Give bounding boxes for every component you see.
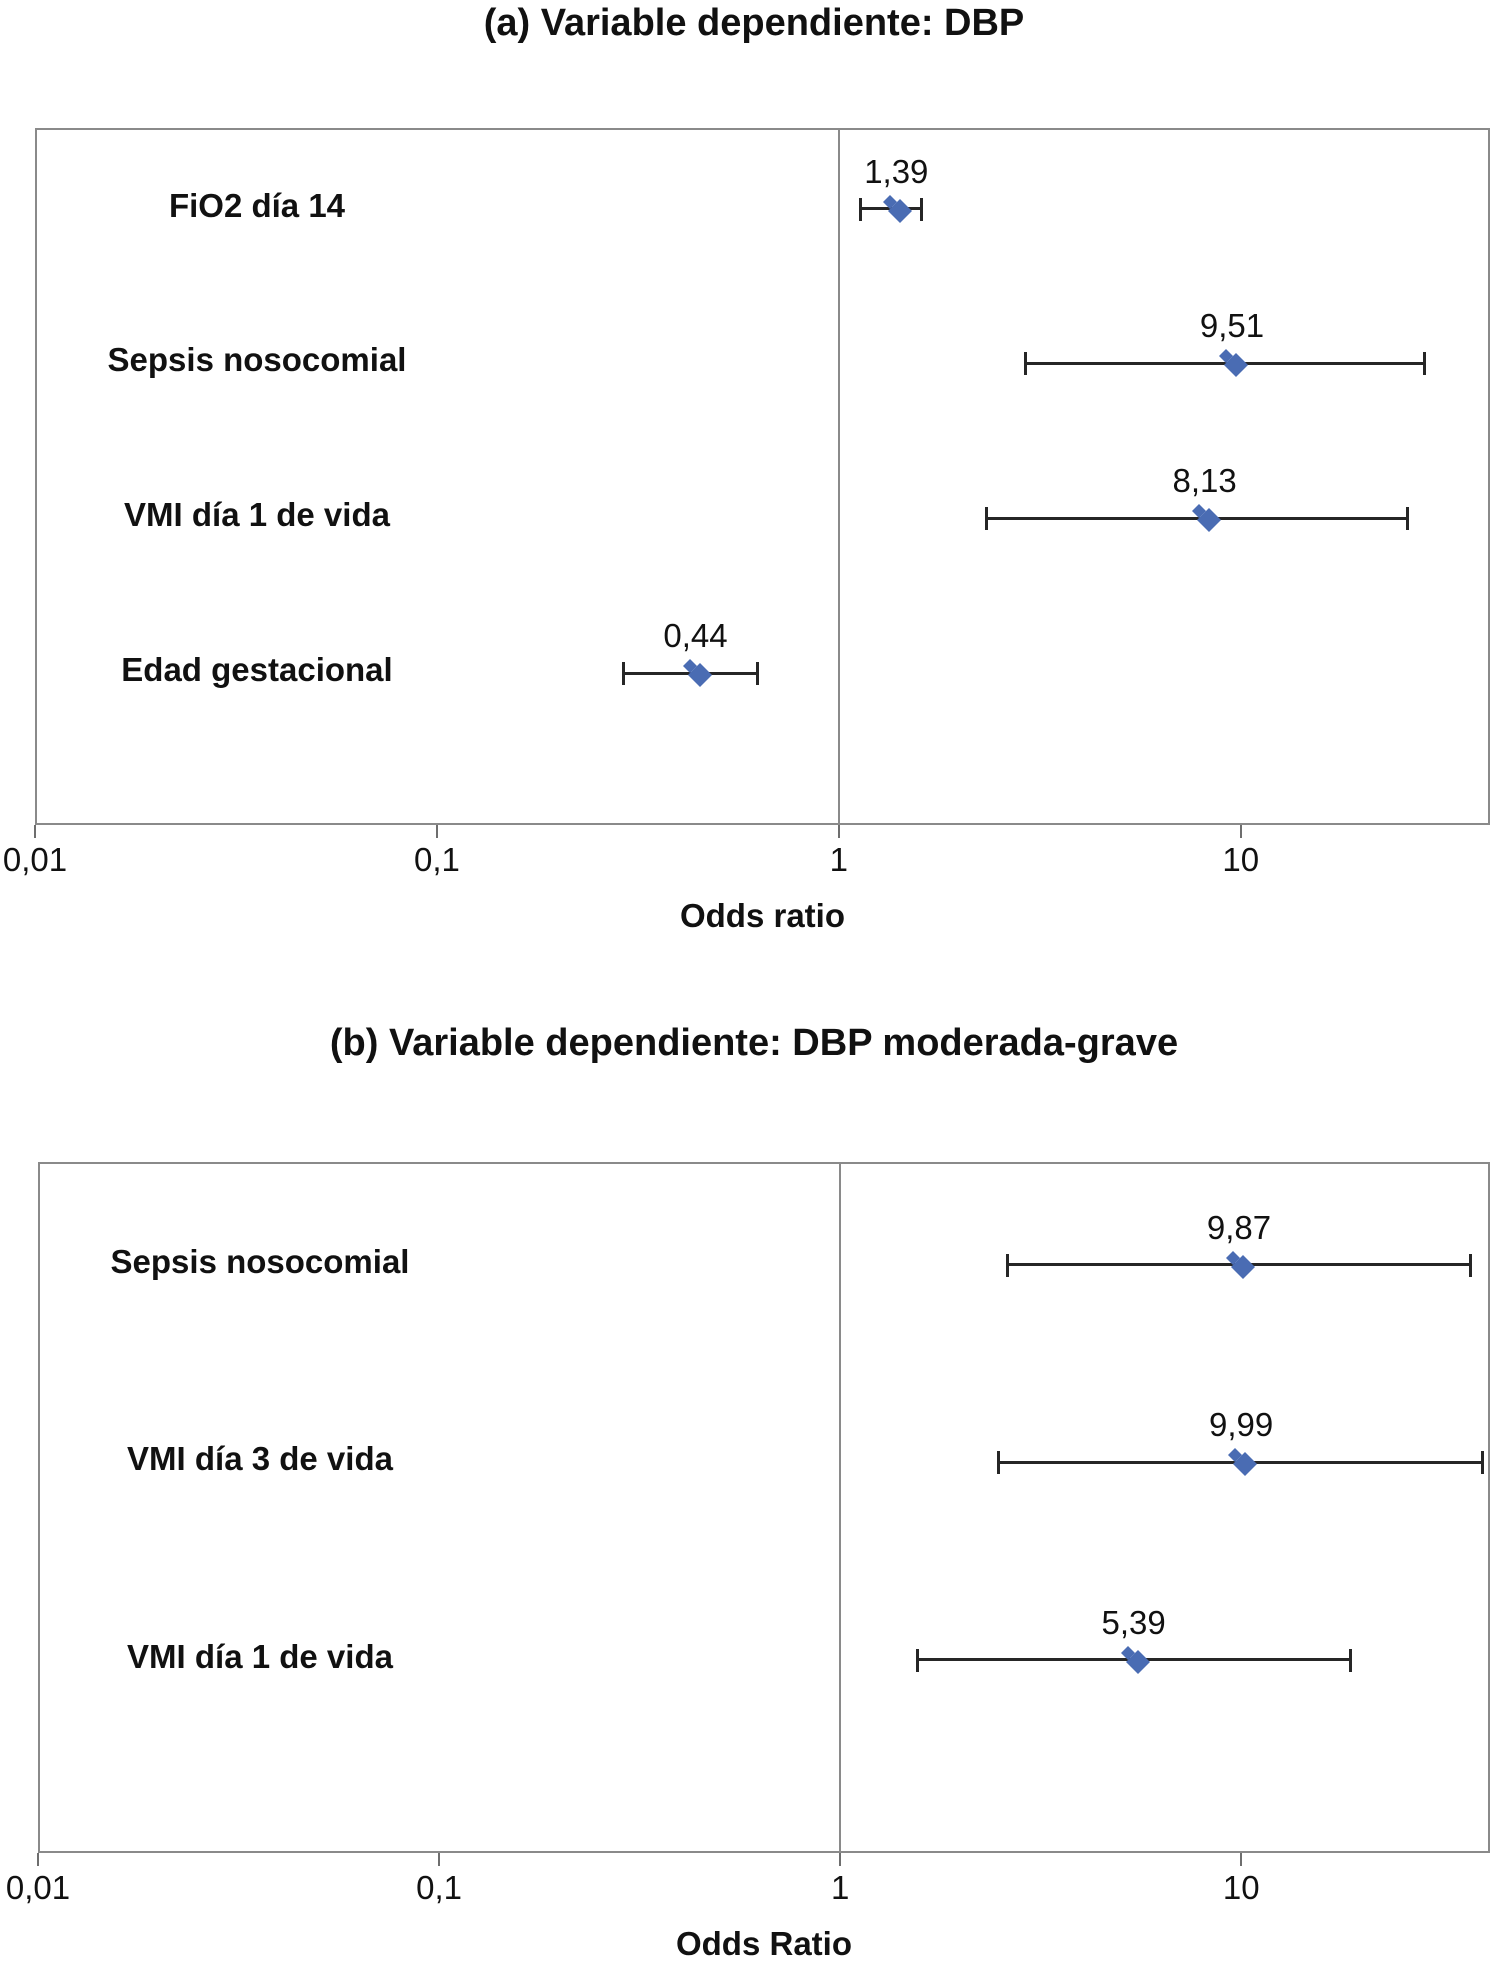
or-marker-diamond [879,192,913,226]
or-value-label: 0,44 [663,617,728,655]
x-axis-tick-label: 0,01 [5,1869,71,1906]
ci-cap-low [985,507,989,531]
or-value-label: 9,51 [1199,307,1265,345]
or-value-label: 1,39 [864,152,929,190]
row-label: Sepsis nosocomial [107,341,407,379]
x-axis-tick-label: 1 [830,1869,850,1906]
ci-cap-high [1480,1451,1484,1475]
x-axis-tick-label: 0,1 [413,841,460,878]
or-marker-diamond [1117,1643,1151,1677]
row-label: Edad gestacional [121,651,393,689]
ci-cap-high [756,662,760,686]
x-axis-tick-label: 10 [1222,1869,1260,1906]
x-axis-tick [837,825,840,838]
panel-b-title: (b) Variable dependiente: DBP moderada-g… [329,1022,1179,1064]
or-marker-diamond [1188,501,1222,535]
or-value-label: 9,87 [1206,1208,1272,1246]
or-value-label: 8,13 [1172,462,1237,500]
x-axis-tick [34,825,36,838]
ci-cap-high [1349,1648,1353,1672]
x-axis-tick-label: 1 [829,841,848,878]
ci-cap-high [919,197,923,221]
x-axis-tick [839,1853,842,1866]
ci-cap-high [1406,507,1410,531]
panel-a-plot: Odds ratio 0,01 0,1 1 10 FiO2 día 14 1,39 Seps… [3,128,1490,934]
or-marker-diamond [679,656,713,690]
ci-cap-low [859,197,863,221]
x-axis-tick [37,1853,39,1866]
row-label: VMI día 3 de vida [127,1440,393,1478]
ci-cap-low [1023,352,1027,376]
reference-line-or-1 [839,1162,842,1853]
ci-bar [986,516,1409,520]
reference-line-or-1 [837,128,840,825]
or-marker-diamond [1222,1248,1256,1282]
row-label: FiO2 día 14 [168,186,346,224]
panel-b-x-axis-title: Odds Ratio [675,1925,852,1962]
ci-cap-high [1469,1253,1473,1277]
or-value-label: 5,39 [1101,1603,1166,1641]
x-axis-tick [438,1853,441,1866]
ci-cap-low [915,1648,919,1672]
panel-a-title: (a) Variable dependiente: DBP [483,2,1025,44]
x-axis-tick [1240,1853,1243,1866]
x-axis-tick [1239,825,1242,838]
x-axis-tick-label: 10 [1222,841,1260,878]
panel-a-plot-border [35,128,1490,825]
row-label: VMI día 1 de vida [127,1637,393,1675]
ci-cap-low [1005,1253,1009,1277]
or-value-label: 9,99 [1208,1406,1274,1444]
panel-b-plot-border [38,1162,1490,1853]
row-label: Sepsis nosocomial [110,1242,410,1280]
ci-bar [1024,361,1426,365]
ci-cap-high [1423,352,1427,376]
ci-cap-low [996,1451,1000,1475]
x-axis-tick [435,825,438,838]
x-axis-tick-label: 0,1 [416,1869,463,1906]
or-marker-diamond [1224,1445,1258,1479]
row-label: VMI día 1 de vida [124,496,390,534]
ci-cap-low [621,662,625,686]
panel-a-x-axis-title: Odds ratio [679,897,846,934]
x-axis-tick-label: 0,01 [2,841,68,878]
panel-b-plot: Odds Ratio 0,01 0,1 1 10 Sepsis nosocomial 9,… [6,1162,1490,1962]
or-marker-diamond [1215,346,1249,380]
